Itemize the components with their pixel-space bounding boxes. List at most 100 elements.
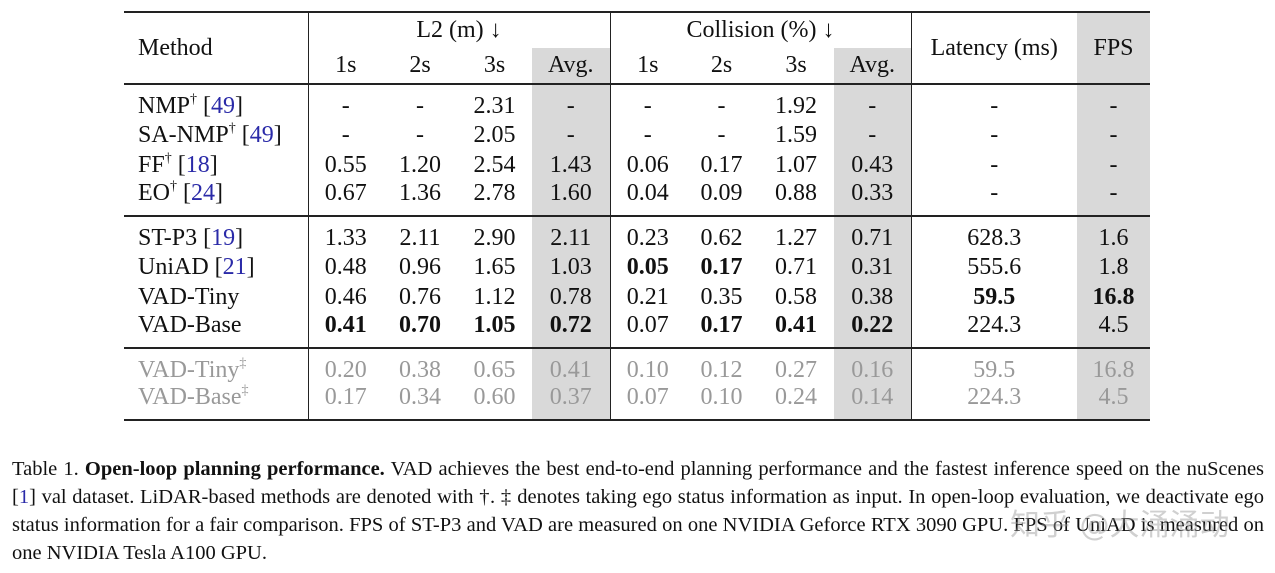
fps-cell: 16.8 bbox=[1077, 348, 1150, 384]
collision-avg-cell: 0.71 bbox=[834, 216, 911, 252]
collision-3s-cell: 1.07 bbox=[775, 151, 817, 178]
l2-3s-cell: 2.31 bbox=[473, 93, 516, 119]
l2-2s-cell: - bbox=[416, 93, 424, 119]
header-l2-1s: 1s bbox=[307, 48, 383, 84]
collision-1s-cell: - bbox=[609, 120, 685, 150]
table-header: Method L2 (m) ↓ Collision (%) ↓ Latency … bbox=[124, 12, 1150, 84]
method-name: UniAD bbox=[138, 253, 209, 280]
method-cell: UniAD [21] bbox=[138, 253, 255, 280]
collision-2s-cell: 0.17 bbox=[700, 253, 743, 280]
citation-link[interactable]: 18 bbox=[185, 151, 210, 178]
l2-1s-cell: 0.17 bbox=[307, 384, 383, 420]
l2-avg-cell: 1.60 bbox=[532, 180, 610, 216]
collision-3s-cell: 0.71 bbox=[775, 253, 817, 280]
table-caption: Table 1. Open-loop planning performance.… bbox=[12, 455, 1264, 567]
collision-avg-cell: 0.14 bbox=[834, 384, 911, 420]
collision-avg-cell: 0.38 bbox=[834, 282, 911, 312]
method-cell: SA-NMP† [49] bbox=[138, 120, 282, 148]
citation-link[interactable]: 24 bbox=[191, 180, 215, 206]
method-cell: EO† [24] bbox=[138, 179, 223, 207]
method-name: VAD-Tiny bbox=[138, 357, 240, 383]
collision-1s-cell: 0.04 bbox=[609, 180, 685, 216]
collision-avg-cell: - bbox=[834, 84, 911, 120]
caption-citation[interactable]: 1 bbox=[18, 486, 30, 508]
method-name: VAD-Tiny bbox=[138, 283, 240, 310]
row-group: VAD-Tiny‡ 0.20 0.38 0.65 0.41 0.10 0.12 0.27 0.1… bbox=[124, 348, 1150, 420]
l2-1s-cell: - bbox=[307, 120, 383, 150]
l2-2s-cell: - bbox=[416, 121, 424, 148]
table-row: VAD-Base 0.41 0.70 1.05 0.72 0.07 0.17 0.41 0.22… bbox=[124, 312, 1150, 348]
method-cell: VAD-Tiny bbox=[124, 282, 308, 312]
fps-cell: - bbox=[1077, 84, 1150, 120]
l2-2s-cell: 0.70 bbox=[399, 312, 441, 338]
fps-cell: 4.5 bbox=[1077, 312, 1150, 348]
l2-3s-cell: 2.54 bbox=[473, 151, 516, 178]
method-cell: VAD-Base bbox=[124, 312, 308, 348]
l2-1s-cell: - bbox=[307, 84, 383, 120]
header-col-1s: 1s bbox=[609, 48, 685, 84]
citation-link[interactable]: 49 bbox=[211, 93, 236, 119]
collision-1s-cell: 0.07 bbox=[609, 384, 685, 420]
latency-cell: - bbox=[910, 150, 1077, 180]
citation-link[interactable]: 21 bbox=[222, 253, 247, 280]
citation-link[interactable]: 49 bbox=[249, 121, 274, 148]
latency-cell: - bbox=[910, 180, 1077, 216]
l2-1s-cell: 0.46 bbox=[307, 282, 383, 312]
collision-avg-cell: 0.16 bbox=[834, 348, 911, 384]
l2-avg-cell: 0.41 bbox=[532, 348, 610, 384]
fps-cell: 1.8 bbox=[1077, 252, 1150, 282]
latency-cell: 59.5 bbox=[910, 348, 1077, 384]
l2-avg-cell: - bbox=[532, 84, 610, 120]
l2-2s-cell: 0.96 bbox=[399, 253, 441, 280]
collision-2s-cell: 0.62 bbox=[700, 225, 743, 251]
collision-2s-cell: 0.17 bbox=[700, 151, 743, 178]
latency-cell: - bbox=[910, 120, 1077, 150]
collision-2s-cell: - bbox=[717, 121, 726, 148]
table-row: NMP† [49] - -2.31- - -1.92- - - bbox=[124, 84, 1150, 120]
header-collision: Collision (%) ↓ bbox=[609, 12, 911, 48]
collision-3s-cell: 0.27 bbox=[775, 357, 817, 383]
method-mark: ‡ bbox=[239, 356, 247, 371]
collision-3s-cell: 1.92 bbox=[775, 93, 817, 119]
citation-link[interactable]: 19 bbox=[211, 225, 236, 251]
l2-2s-cell: 2.11 bbox=[399, 225, 441, 251]
collision-2s-cell: 0.12 bbox=[700, 357, 743, 383]
header-l2-2s: 2s bbox=[409, 52, 431, 78]
collision-1s-cell: 0.23 bbox=[609, 216, 685, 252]
latency-cell: - bbox=[910, 84, 1077, 120]
method-name: VAD-Base bbox=[138, 312, 242, 338]
header-latency: Latency (ms) bbox=[910, 12, 1077, 84]
method-name: VAD-Base bbox=[138, 384, 242, 410]
header-l2-avg: Avg. bbox=[532, 48, 610, 84]
collision-avg-cell: 0.31 bbox=[834, 252, 911, 282]
table-row: VAD-Base‡ 0.17 0.34 0.60 0.37 0.07 0.10 0.24 0.1… bbox=[124, 384, 1150, 420]
caption-text-1: VAD achieves the best end-to-end plannin… bbox=[12, 458, 1265, 508]
collision-avg-cell: 0.22 bbox=[834, 312, 911, 348]
l2-1s-cell: 0.67 bbox=[307, 180, 383, 216]
l2-2s-cell: 0.34 bbox=[399, 384, 441, 410]
table-row: SA-NMP† [49] - -2.05- - -1.59- - - bbox=[124, 120, 1150, 150]
collision-2s-cell: - bbox=[717, 93, 726, 119]
collision-2s-cell: 0.09 bbox=[700, 180, 743, 206]
collision-1s-cell: 0.10 bbox=[609, 348, 685, 384]
header-method: Method bbox=[138, 34, 213, 61]
fps-cell: - bbox=[1077, 150, 1150, 180]
collision-3s-cell: 1.59 bbox=[775, 121, 817, 148]
header-l2-3s: 3s bbox=[483, 52, 506, 78]
collision-3s-cell: 0.41 bbox=[775, 312, 817, 338]
fps-cell: - bbox=[1077, 180, 1150, 216]
caption-label: Table 1. bbox=[12, 458, 79, 480]
collision-1s-cell: 0.21 bbox=[609, 282, 685, 312]
method-cell: FF† [18] bbox=[138, 150, 218, 178]
collision-3s-cell: 1.27 bbox=[775, 225, 817, 251]
l2-3s-cell: 1.05 bbox=[473, 312, 516, 338]
collision-3s-cell: 0.58 bbox=[775, 283, 817, 310]
l2-2s-cell: 0.38 bbox=[399, 357, 441, 383]
method-mark: † bbox=[164, 150, 172, 166]
header-col-2s: 2s bbox=[710, 52, 733, 78]
l2-1s-cell: 0.20 bbox=[307, 348, 383, 384]
latency-cell: 555.6 bbox=[910, 252, 1077, 282]
fps-cell: 16.8 bbox=[1077, 282, 1150, 312]
latency-cell: 628.3 bbox=[910, 216, 1077, 252]
table-row: VAD-Tiny 0.46 0.76 1.12 0.78 0.21 0.35 0.58 0.38… bbox=[124, 282, 1150, 312]
